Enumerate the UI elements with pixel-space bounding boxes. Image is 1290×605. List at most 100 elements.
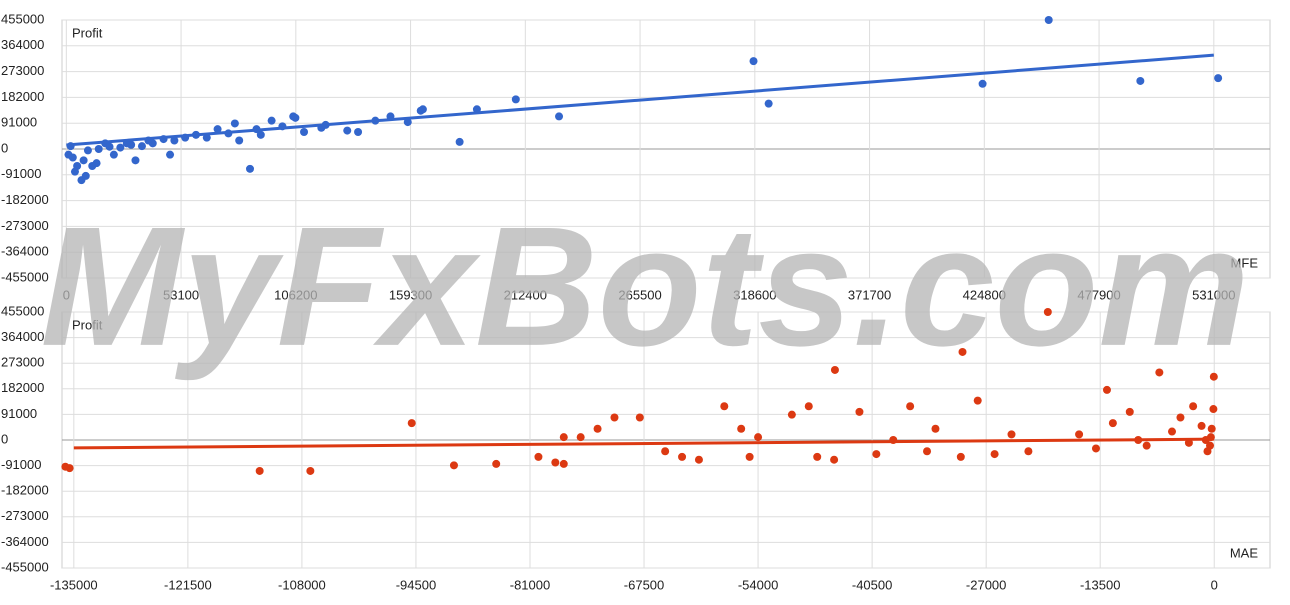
point (1176, 413, 1185, 422)
point (872, 450, 881, 459)
point (855, 407, 864, 416)
y-tick-label: 182000 (1, 380, 44, 395)
point (354, 127, 363, 136)
x-tick-label: -27000 (966, 577, 1006, 592)
point (1108, 419, 1117, 428)
point (1044, 16, 1053, 24)
point (1125, 407, 1134, 416)
y-tick-label: -364000 (1, 244, 49, 259)
y-tick-label: -182000 (1, 483, 49, 498)
point (923, 447, 932, 456)
point (931, 424, 940, 433)
x-tick-label: -40500 (852, 577, 892, 592)
x-tick-label: 531000 (1192, 287, 1235, 302)
point (1203, 447, 1212, 456)
point (906, 402, 915, 411)
y-tick-label: 455000 (1, 11, 44, 26)
point (745, 452, 754, 461)
point (65, 464, 74, 473)
trend-line (73, 437, 1215, 450)
y-tick-label: -182000 (1, 192, 49, 207)
point (610, 413, 619, 422)
y-tick-label: 91000 (1, 406, 37, 421)
x-tick-label: -108000 (278, 577, 326, 592)
point (256, 130, 265, 139)
point (1189, 402, 1198, 411)
point (1207, 424, 1216, 433)
point (170, 136, 179, 145)
point (267, 116, 276, 125)
point (94, 145, 103, 153)
point (749, 57, 758, 66)
point (661, 447, 670, 456)
point (787, 410, 796, 419)
y-tick-label: 273000 (1, 63, 44, 78)
point (343, 126, 352, 135)
y-tick-label: -273000 (1, 218, 49, 233)
x-axis-label: MFE (1231, 255, 1259, 270)
point (576, 433, 585, 442)
x-tick-label: -67500 (624, 577, 664, 592)
y-tick-label: -91000 (1, 457, 41, 472)
point (990, 450, 999, 459)
point (678, 452, 687, 461)
x-tick-label: 318600 (733, 287, 776, 302)
point (978, 79, 987, 88)
y-tick-label: 364000 (1, 329, 44, 344)
point (534, 452, 543, 461)
x-tick-label: -13500 (1080, 577, 1120, 592)
point (551, 458, 560, 467)
point (511, 95, 520, 104)
point (492, 459, 501, 468)
trend-line (66, 53, 1214, 147)
point (555, 112, 564, 121)
y-axis-label: Profit (72, 317, 103, 332)
x-tick-label: 371700 (848, 287, 891, 302)
y-tick-label: 455000 (1, 303, 44, 318)
x-axis-label: MAE (1230, 545, 1259, 560)
x-tick-label: -121500 (164, 577, 212, 592)
point (418, 105, 427, 114)
point (70, 167, 79, 176)
point (1102, 385, 1111, 394)
point (764, 99, 773, 108)
point (449, 461, 458, 470)
y-tick-label: 0 (1, 140, 8, 155)
point (306, 466, 315, 475)
y-axis-label: Profit (72, 25, 103, 40)
y-tick-label: 91000 (1, 115, 37, 130)
y-tick-label: -455000 (1, 559, 49, 574)
point (720, 402, 729, 411)
watermark: MyFxBots.com (40, 192, 1249, 382)
point (830, 455, 839, 464)
x-tick-label: 424800 (963, 287, 1006, 302)
point (131, 156, 140, 165)
point (64, 150, 73, 159)
y-tick-label: 182000 (1, 89, 44, 104)
point (137, 142, 146, 151)
point (246, 164, 255, 173)
point (1214, 74, 1223, 83)
point (1197, 421, 1206, 430)
x-tick-label: 265500 (618, 287, 661, 302)
point (407, 419, 416, 428)
point (593, 424, 602, 433)
y-tick-label: 364000 (1, 37, 44, 52)
point (1136, 76, 1145, 85)
point (956, 452, 965, 461)
point (300, 127, 309, 136)
x-tick-label: 53100 (163, 287, 199, 302)
point (754, 433, 763, 442)
point (291, 113, 300, 122)
point (813, 452, 822, 461)
x-tick-label: -81000 (510, 577, 550, 592)
point (958, 347, 967, 356)
point (694, 455, 703, 464)
point (830, 365, 839, 374)
x-tick-label: 477900 (1077, 287, 1120, 302)
point (455, 137, 464, 146)
point (116, 143, 125, 152)
x-tick-label: 0 (63, 287, 70, 302)
point (1043, 308, 1052, 316)
